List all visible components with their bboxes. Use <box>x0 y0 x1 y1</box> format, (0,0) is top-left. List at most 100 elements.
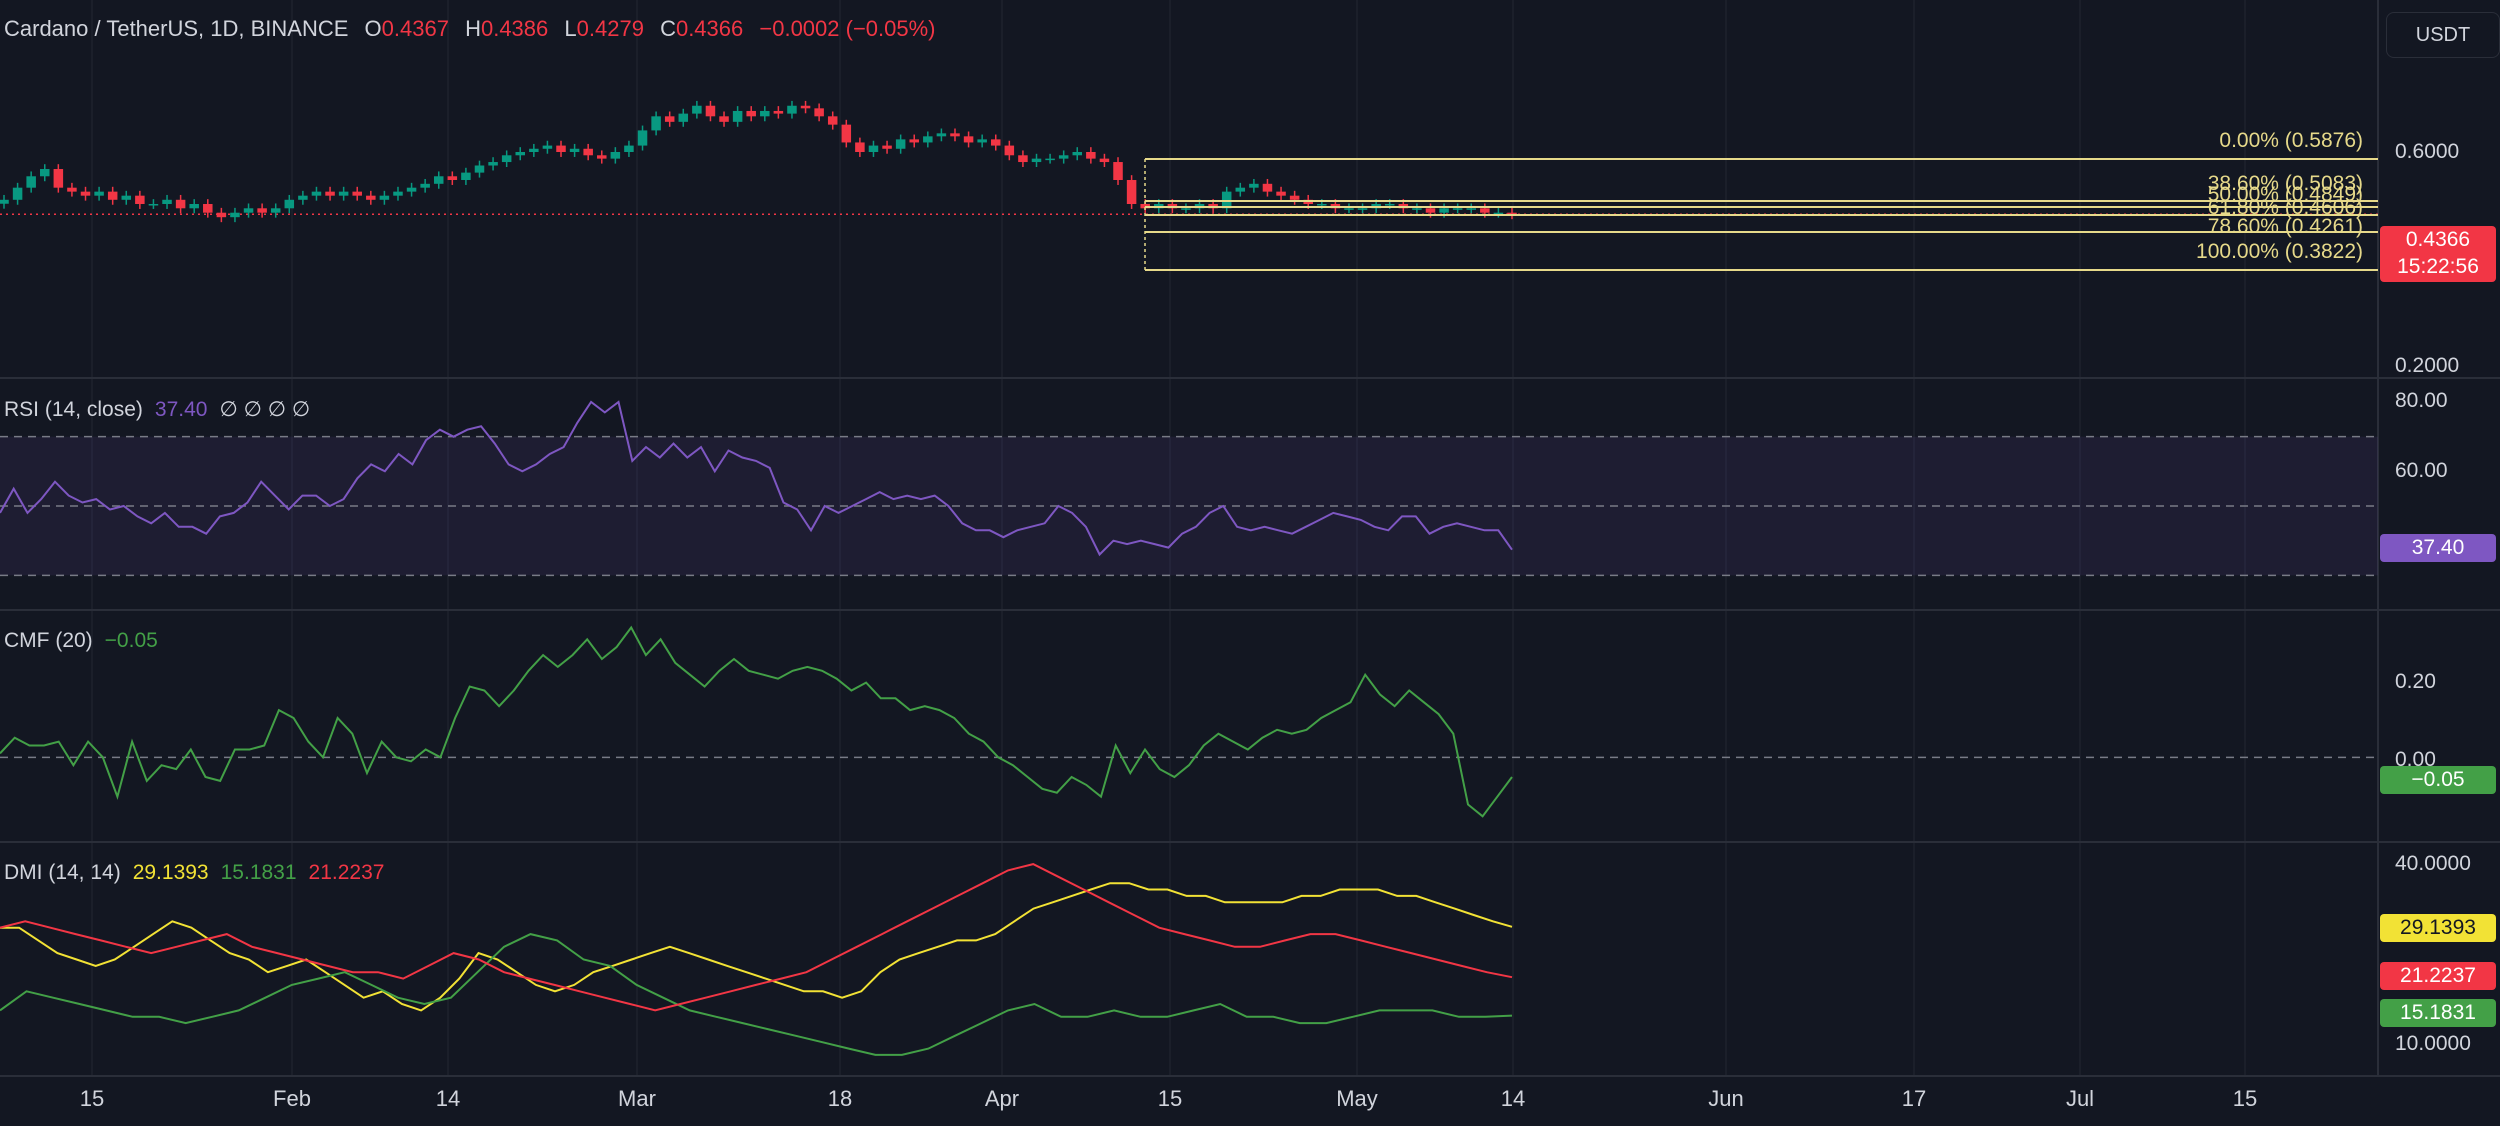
candle-body <box>1344 208 1354 210</box>
candle-body <box>1384 203 1395 206</box>
candle-body <box>977 139 987 143</box>
candle-body <box>230 212 240 218</box>
candle-body <box>529 148 539 152</box>
open-value: 0.4367 <box>381 16 449 41</box>
dmi-minus-di-line <box>0 863 1513 1012</box>
dmi-adx-tag: 29.1393 <box>2380 914 2496 942</box>
candle-body <box>447 176 458 181</box>
candle-body <box>501 155 512 163</box>
candle-body <box>1480 208 1490 213</box>
candle-body <box>0 199 9 204</box>
dmi-minus-tag: 21.2237 <box>2380 962 2496 990</box>
rsi-legend[interactable]: RSI (14, close) 37.40 ∅ ∅ ∅ ∅ <box>4 397 322 422</box>
candle-body <box>1507 212 1517 215</box>
low-label: L <box>564 16 577 41</box>
candle-body <box>325 191 335 196</box>
rsi-value-tag: 37.40 <box>2380 534 2496 562</box>
cmf-line <box>0 625 1513 818</box>
candle-body <box>1072 152 1083 156</box>
time-axis-label: 15 <box>1157 1086 1183 1111</box>
candle-body <box>760 110 770 117</box>
dmi-axis-label: 10.0000 <box>2395 1032 2471 1055</box>
candle-body <box>515 152 526 156</box>
low-value: 0.4279 <box>576 16 644 41</box>
symbol-legend[interactable]: Cardano / TetherUS, 1D, BINANCE O0.4367 … <box>4 16 946 42</box>
candle-body <box>1439 208 1449 213</box>
dmi-title: DMI (14, 14) <box>4 861 121 884</box>
bar-countdown: 15:22:56 <box>2397 255 2479 278</box>
candle-body <box>284 199 295 209</box>
candle-body <box>773 110 784 114</box>
candle-body <box>1099 158 1110 163</box>
candle-body <box>26 176 36 188</box>
candle-body <box>556 145 566 152</box>
dmi-legend[interactable]: DMI (14, 14) 29.1393 15.1831 21.2237 <box>4 861 396 885</box>
candle-body <box>433 176 444 184</box>
candle-body <box>1249 183 1259 188</box>
rsi-pane <box>0 400 2378 577</box>
candle-body <box>80 191 91 196</box>
candle-body <box>393 191 403 196</box>
candle-body <box>474 165 485 173</box>
indicator-panes <box>0 0 2500 1077</box>
candle-body <box>1086 152 1096 159</box>
candle-body <box>1181 208 1191 210</box>
candle-body <box>121 195 132 200</box>
candle-body <box>1221 191 1232 209</box>
candle-body <box>732 110 743 122</box>
rsi-line <box>0 400 1513 557</box>
candle-body <box>569 148 580 152</box>
candle-body <box>936 133 947 137</box>
candle-body <box>1317 203 1327 206</box>
candle-body <box>12 187 23 200</box>
candle-body <box>827 116 838 125</box>
rsi-axis-label: 60.00 <box>2395 459 2448 482</box>
high-value: 0.4386 <box>480 16 549 41</box>
candle-body <box>868 145 879 152</box>
candle-body <box>338 191 349 196</box>
last-price-value: 0.4366 <box>2405 228 2471 251</box>
cmf-legend[interactable]: CMF (20) −0.05 <box>4 629 170 653</box>
candle-body <box>461 172 471 181</box>
fib-level-label: 38.60% (0.5083) <box>2207 172 2363 195</box>
candle-body <box>270 208 281 213</box>
time-axis-label: 18 <box>827 1086 853 1111</box>
candle-body <box>746 110 756 117</box>
time-axis-label: Jun <box>1708 1086 1744 1111</box>
cmf-pane <box>0 625 2378 818</box>
candle-body <box>800 105 811 109</box>
candle-body <box>1289 195 1300 200</box>
currency-button[interactable]: USDT <box>2386 12 2500 58</box>
candle-body <box>950 133 960 137</box>
symbol-title: Cardano / TetherUS, 1D, BINANCE <box>4 16 349 41</box>
candle-body <box>175 199 186 209</box>
dmi-pane <box>0 863 1513 1056</box>
candle-body <box>963 136 974 143</box>
candle-body <box>597 155 607 159</box>
change-value: −0.0002 (−0.05%) <box>759 16 936 41</box>
candle-body <box>67 187 77 192</box>
candle-body <box>352 191 362 196</box>
candle-body <box>610 152 621 159</box>
dmi-axis-label: 40.0000 <box>2395 852 2471 875</box>
time-axis-label: Apr <box>984 1086 1020 1111</box>
time-axis-label: 15 <box>79 1086 105 1111</box>
candle-body <box>1357 208 1368 210</box>
candle-body <box>406 187 417 192</box>
cmf-axis-label: 0.20 <box>2395 670 2436 693</box>
candle-body <box>1045 158 1055 161</box>
candle-body <box>1235 187 1246 192</box>
candle-body <box>664 116 675 122</box>
open-label: O <box>364 16 382 41</box>
candle-body <box>107 191 118 200</box>
price-axis-label: 0.2000 <box>2395 354 2460 377</box>
rsi-flags: ∅ ∅ ∅ ∅ <box>219 398 311 421</box>
candle-body <box>162 199 172 204</box>
dmi-plus-value: 15.1831 <box>220 861 297 884</box>
candle-body <box>1018 155 1028 163</box>
cmf-value-tag: −0.05 <box>2380 766 2496 794</box>
candle-body <box>1493 212 1504 215</box>
candle-body <box>1113 162 1123 181</box>
candle-body <box>1004 145 1015 156</box>
